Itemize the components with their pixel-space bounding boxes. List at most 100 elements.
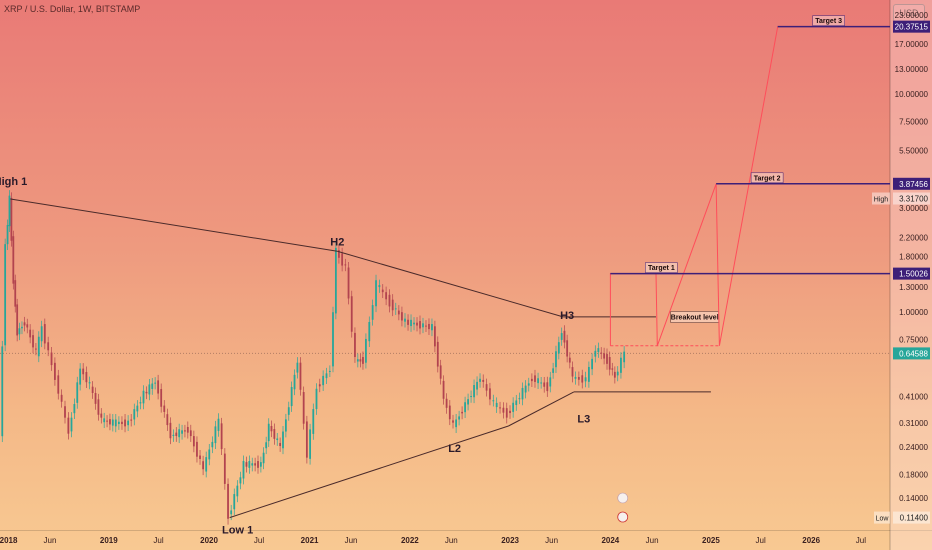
trendline [10,198,338,252]
candle-body [76,382,79,403]
x-tick-label: 2023 [501,536,519,545]
candle-body [100,413,103,418]
candle-body [160,389,163,407]
candle-body [18,328,21,335]
candle-body [133,409,136,420]
candle-body [597,348,600,352]
candle-body [594,350,597,357]
x-tick-label: Jun [44,536,57,545]
candle-body [181,430,183,434]
target-label: Target 1 [648,265,675,272]
candle-body [566,340,569,357]
candle-body [82,368,85,375]
candle-body [401,312,403,321]
candle-body [431,324,433,331]
candle-body [338,250,340,258]
candle-body [35,348,37,350]
candle-body [248,461,251,468]
x-tick-label: Jun [545,536,558,545]
candle-body [184,430,186,432]
target-price-tag [893,267,930,280]
target-label: Target 2 [754,175,781,182]
candle-body [312,409,315,434]
candle-body [157,380,160,394]
candle-body [97,399,100,415]
candle-body [371,305,374,320]
y-tick-label: 1.00000 [899,308,928,317]
candle-body [111,419,114,426]
candle-body [512,402,515,412]
candle-body [130,419,133,421]
candle-body [318,384,321,387]
lightning-event-icon [617,492,629,504]
candle-body [350,296,353,332]
candle-body [262,452,265,464]
y-tick-label: 0.18000 [899,470,928,479]
candle-body [175,432,178,437]
candle-body [12,236,15,284]
candle-body [322,375,325,386]
current-price-tag [893,347,930,360]
candle-body [391,299,394,311]
target-price-label: 3.87456 [899,180,928,189]
y-tick-label: 0.31000 [899,419,928,428]
chart-title: XRP / U.S. Dollar, 1W, BITSTAMP [4,4,141,14]
target-price-label: 20.37515 [895,23,929,32]
candle-body [461,411,463,414]
candle-body [192,436,195,447]
candle-body [608,357,611,370]
candle-body [245,462,248,467]
candle-body [600,352,603,354]
y-tick-label: 13.00000 [895,65,929,74]
candle-body [623,351,626,363]
candle-body [560,333,563,340]
projection-path [609,26,779,346]
high-price-tag [893,192,930,205]
currency-button[interactable]: USD [893,4,925,22]
high-price-label: 3.31700 [899,195,928,204]
candle-body [439,365,442,379]
candle-body [613,371,616,378]
high-tag-text: High [874,197,889,204]
target-label-box [812,15,845,26]
candle-body [606,354,608,364]
candle-body [257,461,259,468]
candle-body [499,407,501,409]
candle-body [552,368,555,373]
candle-body [568,357,571,363]
candle-body [502,407,505,413]
candle-body [196,441,198,457]
x-tick-label: 2021 [301,536,319,545]
candle-body [217,418,220,431]
candle-body [57,375,60,394]
candle-body [254,463,257,466]
candle-body [455,419,458,428]
candle-body [555,351,557,368]
candle-body [47,342,50,351]
candle-body [172,434,175,436]
candle-body [356,359,359,362]
candle-body [26,324,29,328]
candle-body [276,438,279,441]
candle-body [282,431,284,449]
candle-body [94,392,97,404]
candle-body [489,388,491,400]
candle-body [299,362,302,390]
target-price-label: 1.50026 [899,270,928,279]
candle-body [385,292,388,300]
high-tag-box [872,192,890,205]
candle-body [445,398,448,408]
candle-body [464,402,466,413]
candle-body [21,326,23,329]
candle-body [546,382,549,392]
candle-body [166,414,169,426]
candle-body [32,335,34,348]
candle-body [186,426,189,433]
candle-body [354,332,356,358]
y-tick-label: 0.14000 [899,494,928,503]
y-tick-label: 3.00000 [899,204,928,213]
candle-body [227,483,229,519]
candle-body [40,326,43,342]
